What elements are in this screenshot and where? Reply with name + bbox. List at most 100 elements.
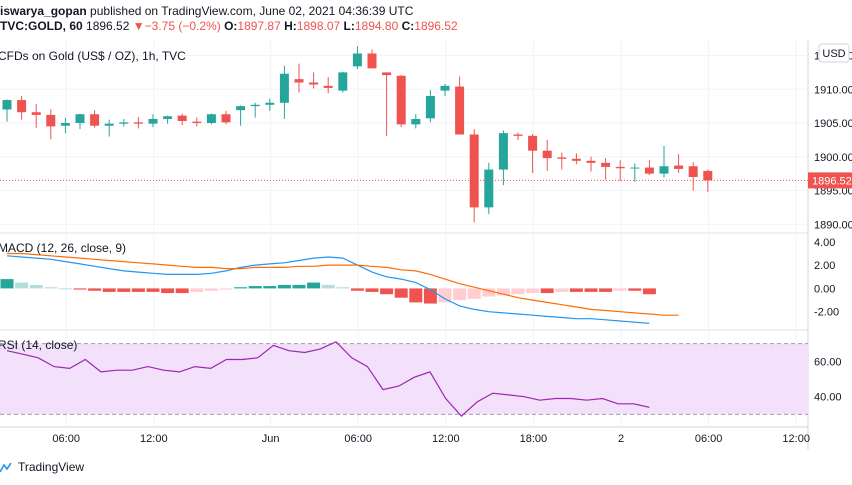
macd-histogram-bar — [321, 284, 335, 289]
candle[interactable] — [498, 130, 508, 186]
price-tick-label: 1890.00 — [814, 219, 852, 231]
candle[interactable] — [659, 145, 669, 178]
footer-brand-text: TradingView — [18, 460, 85, 474]
close-label: C: — [401, 19, 415, 33]
candle-body — [484, 169, 494, 208]
macd-histogram-bar — [292, 284, 306, 289]
time-tick-label: 06:00 — [52, 433, 80, 445]
time-tick-label: 2 — [618, 433, 624, 445]
macd-histogram-bar — [599, 288, 613, 292]
candle[interactable] — [542, 139, 552, 171]
candle[interactable] — [630, 163, 640, 182]
candle[interactable] — [279, 65, 289, 119]
macd-histogram-bar — [642, 288, 656, 295]
candle-body — [542, 150, 552, 159]
candle[interactable] — [294, 63, 304, 93]
candle[interactable] — [133, 116, 143, 129]
candle-body — [425, 96, 435, 119]
rsi-band — [0, 343, 808, 415]
candle[interactable] — [396, 75, 406, 128]
candle-body — [60, 123, 70, 126]
candle[interactable] — [352, 46, 362, 70]
candle[interactable] — [382, 72, 392, 136]
currency-button[interactable]: USD — [818, 43, 850, 63]
candle[interactable] — [104, 119, 114, 137]
low-label: L: — [343, 19, 355, 33]
candle[interactable] — [674, 154, 684, 173]
macd-histogram-bar — [526, 288, 540, 294]
macd-histogram-bar — [102, 288, 116, 292]
currency-label: USD — [822, 48, 845, 60]
candle[interactable] — [2, 99, 12, 122]
candle[interactable] — [455, 76, 465, 135]
candle[interactable] — [206, 113, 216, 125]
candle[interactable] — [557, 152, 567, 170]
candle[interactable] — [177, 113, 187, 126]
candle[interactable] — [31, 104, 41, 128]
macd-histogram-bar — [336, 287, 350, 289]
candle-body — [601, 162, 611, 167]
publish-line: iswarya_gopan published on TradingView.c… — [0, 4, 413, 18]
candle[interactable] — [644, 160, 654, 175]
macd-histogram-bar — [204, 288, 218, 291]
macd-histogram-bar — [496, 288, 510, 296]
macd-histogram-bar — [161, 288, 175, 294]
candle[interactable] — [367, 49, 377, 69]
macd-histogram-bar — [438, 288, 452, 303]
candle[interactable] — [440, 83, 450, 97]
candle[interactable] — [469, 129, 479, 223]
publish-info: published on TradingView.com, June 02, 2… — [90, 4, 414, 18]
candle[interactable] — [236, 105, 246, 126]
last-price: 1896.52 — [86, 19, 130, 33]
candle[interactable] — [60, 117, 70, 134]
candle-body — [513, 134, 523, 136]
candle-body — [17, 100, 27, 113]
candle-body — [279, 73, 289, 103]
candle-body — [674, 165, 684, 169]
candle-body — [206, 114, 216, 124]
candle[interactable] — [17, 96, 27, 120]
candle[interactable] — [265, 98, 275, 111]
candle[interactable] — [338, 71, 348, 93]
publisher-name[interactable]: iswarya_gopan — [0, 4, 87, 18]
candle[interactable] — [528, 133, 538, 173]
candle[interactable] — [192, 117, 202, 127]
candle[interactable] — [323, 77, 333, 94]
macd-histogram-bar — [409, 288, 423, 303]
macd-histogram-bar — [219, 288, 233, 290]
candle[interactable] — [75, 113, 85, 130]
time-tick-label: 12:00 — [432, 433, 460, 445]
candle[interactable] — [601, 158, 611, 180]
candle[interactable] — [703, 169, 713, 192]
candle[interactable] — [571, 153, 581, 165]
candle[interactable] — [411, 114, 421, 129]
time-tick-label: 12:00 — [140, 433, 168, 445]
candle-body — [309, 82, 319, 85]
macd-histogram-bar — [394, 288, 408, 298]
candle[interactable] — [46, 109, 56, 140]
price-tick-label: 1900.00 — [814, 152, 852, 164]
macd-pane[interactable] — [0, 252, 679, 324]
candle[interactable] — [119, 118, 129, 127]
candle[interactable] — [163, 115, 173, 124]
footer-brand[interactable]: TradingView — [0, 460, 84, 474]
candle[interactable] — [513, 132, 523, 140]
macd-histogram-bar — [555, 288, 569, 292]
candle[interactable] — [221, 110, 231, 125]
candle[interactable] — [148, 114, 158, 128]
rsi-pane-title: RSI (14, close) — [0, 338, 77, 352]
price-pane[interactable] — [0, 46, 808, 223]
candle[interactable] — [250, 102, 260, 118]
candle[interactable] — [688, 162, 698, 191]
candle[interactable] — [615, 160, 625, 182]
candle[interactable] — [90, 110, 100, 128]
rsi-pane[interactable] — [0, 341, 808, 418]
candle-body — [688, 166, 698, 178]
candle[interactable] — [586, 156, 596, 172]
candle[interactable] — [484, 162, 494, 215]
candle-body — [75, 114, 85, 124]
candle[interactable] — [309, 72, 319, 89]
macd-histogram-bar — [569, 288, 583, 292]
candle[interactable] — [425, 89, 435, 123]
